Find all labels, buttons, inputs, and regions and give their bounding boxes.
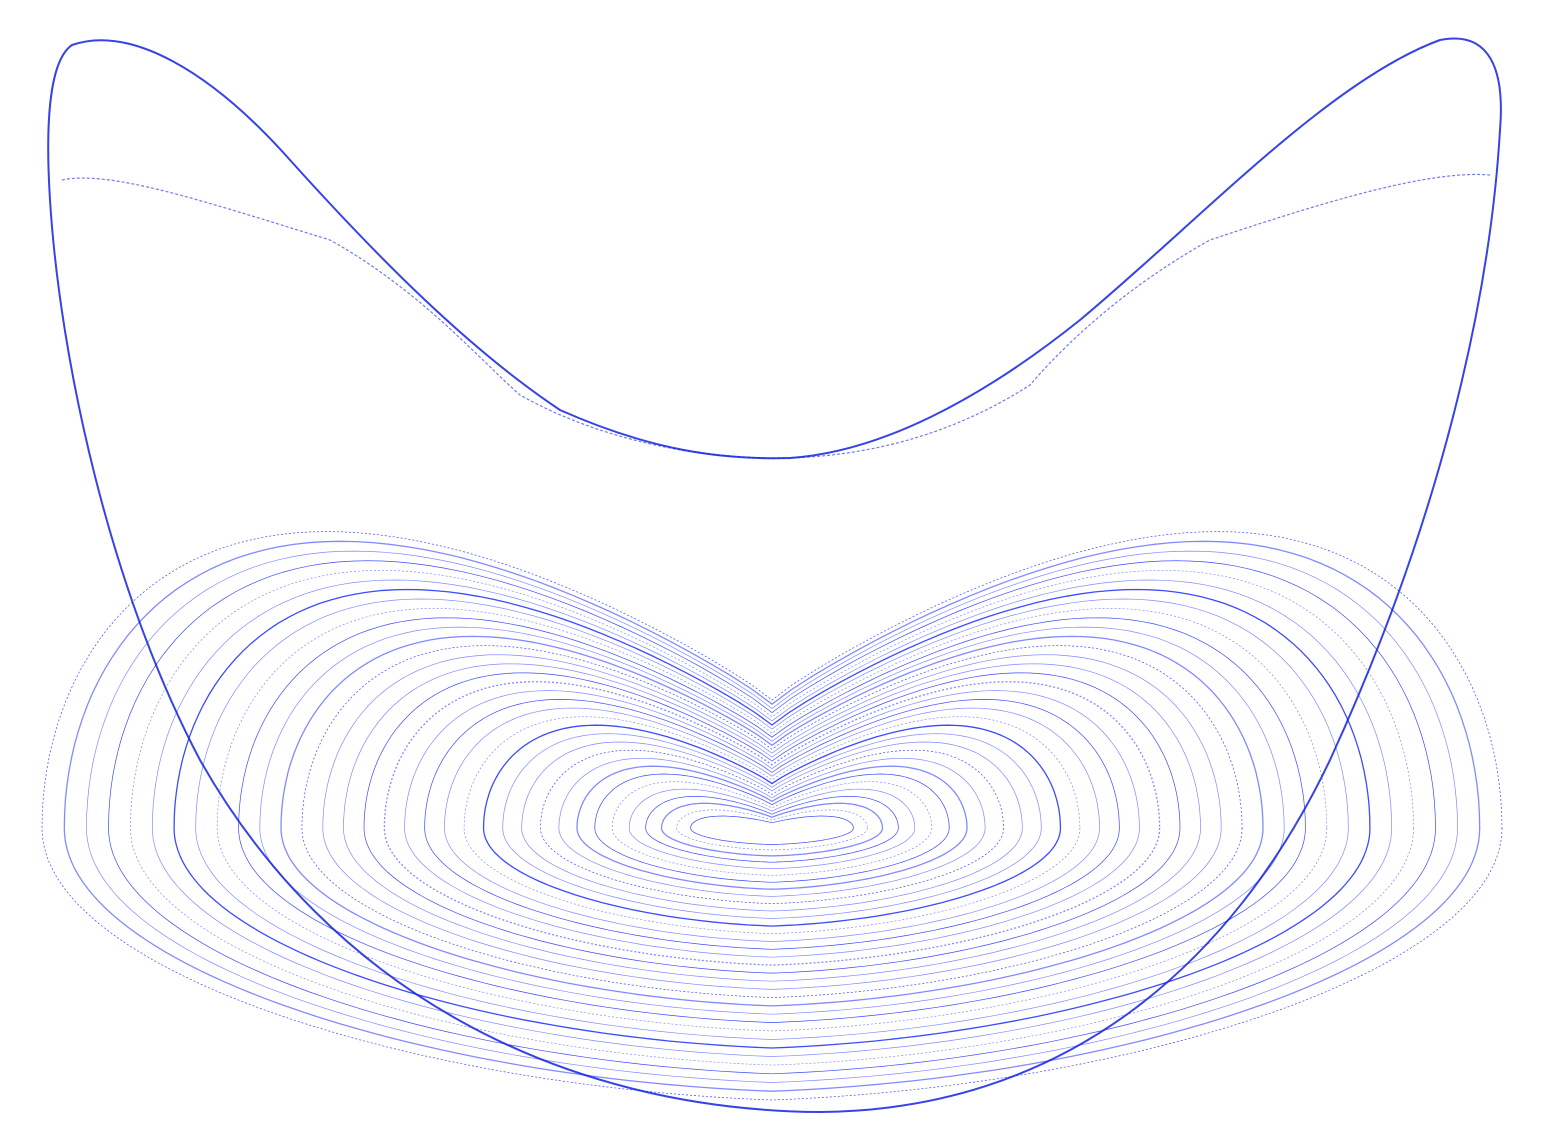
orbit-curve	[63, 540, 1481, 1092]
orbit-curve	[611, 781, 933, 876]
orbit-curve	[628, 788, 916, 870]
orbit-curve	[216, 608, 1328, 1032]
orbit-curve	[558, 757, 986, 897]
orbit-curve	[660, 802, 884, 857]
orbit-curve	[238, 617, 1306, 1023]
outer-boundary	[47, 37, 1502, 1114]
orbit-curve	[259, 626, 1285, 1015]
orbit-curve	[444, 707, 1100, 942]
orbit-curve	[280, 635, 1264, 1007]
orbit-curve	[594, 773, 950, 883]
orbit-curve	[463, 716, 1081, 935]
orbit-curve	[645, 795, 899, 863]
orbit-curve	[576, 765, 968, 890]
orbit-curve	[540, 749, 1004, 904]
orbit-layer	[41, 531, 1503, 1101]
orbit-curve	[322, 654, 1222, 990]
horn-inner-curve	[61, 173, 1491, 459]
orbit-curve	[676, 809, 868, 851]
outer-boundary-curve	[47, 37, 1502, 1114]
orbit-curve	[173, 588, 1371, 1049]
orbit-curve	[151, 579, 1393, 1057]
orbit-curve	[383, 681, 1161, 966]
orbit-curve	[424, 699, 1120, 950]
orbit-curve	[195, 598, 1349, 1040]
orbit-curve	[521, 741, 1023, 912]
orbit-curve	[343, 663, 1201, 982]
orbit-curve	[86, 550, 1458, 1083]
orbit-curve	[404, 690, 1140, 958]
orbit-curve	[363, 672, 1181, 974]
orbit-curve	[502, 733, 1042, 919]
orbit-curve	[690, 815, 854, 845]
orbit-curve	[482, 724, 1062, 927]
